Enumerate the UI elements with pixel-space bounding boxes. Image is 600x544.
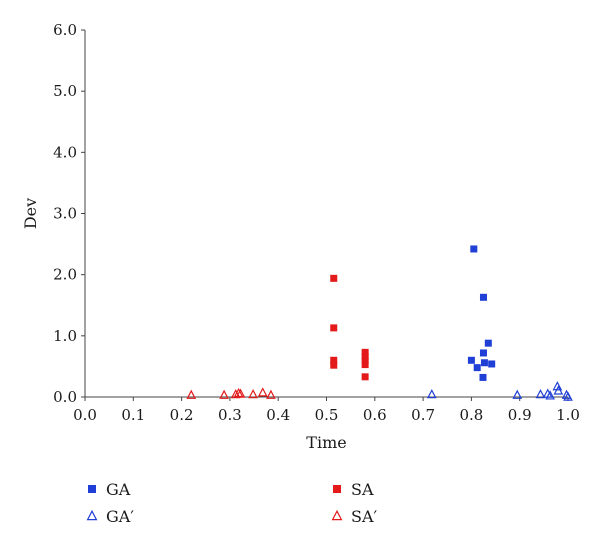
y-tick-label: 5.0	[53, 82, 77, 100]
legend-marker-sa-prime	[331, 509, 343, 521]
point-ga	[473, 364, 481, 372]
x-tick-label: 0.0	[73, 406, 97, 424]
legend-marker-ga	[88, 485, 96, 493]
point-ga-prime	[535, 389, 546, 399]
y-tick-label: 4.0	[53, 143, 77, 161]
y-tick-label: 1.0	[53, 327, 77, 345]
point-sa	[330, 324, 338, 332]
point-ga-prime	[553, 385, 564, 395]
point-ga	[480, 359, 488, 367]
point-sa	[361, 373, 369, 381]
point-ga	[479, 293, 487, 301]
point-ga-prime	[512, 389, 523, 399]
point-sa-prime	[219, 389, 229, 399]
x-tick-label: 0.6	[363, 406, 387, 424]
point-sa-prime	[235, 388, 246, 398]
point-sa	[361, 361, 369, 369]
point-sa-prime	[248, 389, 258, 399]
data-points	[186, 245, 573, 401]
point-sa-prime	[257, 387, 268, 397]
legend-label-ga: GA	[106, 480, 131, 499]
x-tick-label: 0.3	[218, 406, 242, 424]
x-tick-label: 1.0	[556, 406, 580, 424]
legend: GA SA GA′ SA′	[86, 480, 378, 526]
legend-label-ga-prime: GA′	[106, 507, 134, 526]
axes	[84, 30, 568, 398]
point-sa-prime	[186, 389, 197, 399]
x-tick-label: 0.9	[508, 406, 532, 424]
x-tick-label: 0.5	[315, 406, 339, 424]
legend-marker-ga-prime	[86, 509, 98, 521]
y-ticks: 0.0 1.0 2.0 3.0 4.0 5.0 6.0	[53, 21, 85, 406]
point-ga-prime	[545, 390, 555, 400]
x-tick-label: 0.1	[121, 406, 145, 424]
x-tick-label: 0.7	[411, 406, 435, 424]
point-ga	[488, 360, 496, 368]
y-axis-label: Dev	[21, 198, 40, 229]
point-sa	[330, 274, 338, 282]
point-sa	[361, 353, 369, 361]
point-ga	[467, 356, 475, 364]
point-sa	[361, 356, 369, 364]
y-tick-label: 2.0	[53, 266, 77, 284]
point-ga	[484, 339, 492, 347]
y-tick-label: 0.0	[53, 388, 77, 406]
point-sa	[330, 356, 338, 364]
point-ga-prime	[426, 389, 437, 399]
point-ga	[479, 349, 487, 357]
x-tick-label: 0.8	[459, 406, 483, 424]
legend-label-sa: SA	[351, 480, 374, 499]
y-tick-label: 3.0	[53, 205, 77, 223]
x-axis-label: Time	[306, 433, 346, 452]
point-ga	[479, 373, 487, 381]
x-tick-label: 0.4	[266, 406, 290, 424]
point-sa	[330, 361, 338, 369]
y-tick-label: 6.0	[53, 21, 77, 39]
legend-marker-sa	[333, 485, 341, 493]
point-sa-prime	[233, 387, 244, 398]
x-tick-label: 0.2	[170, 406, 194, 424]
point-ga	[470, 245, 478, 253]
x-ticks: 0.0 0.1 0.2 0.3 0.4 0.5 0.6 0.7 0.8 0.9 1.0	[73, 397, 580, 424]
legend-label-sa-prime: SA′	[351, 507, 378, 526]
point-sa	[361, 348, 369, 356]
point-sa-prime	[266, 389, 276, 399]
point-ga-prime	[563, 391, 573, 401]
